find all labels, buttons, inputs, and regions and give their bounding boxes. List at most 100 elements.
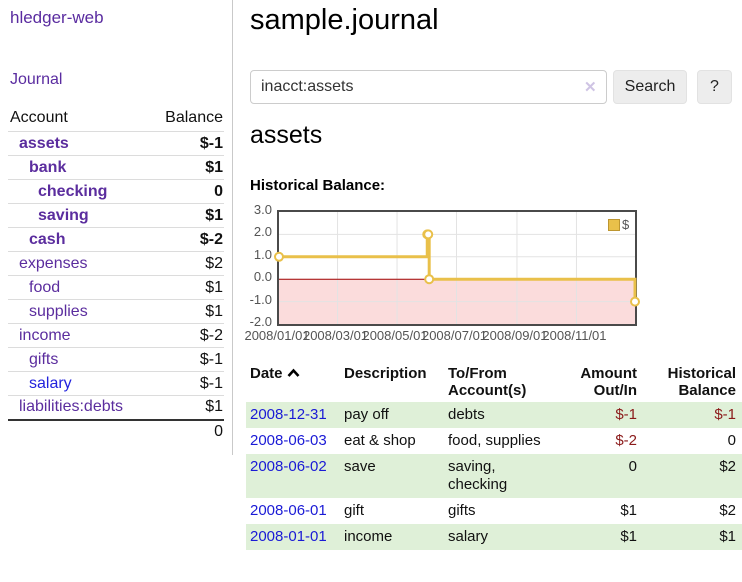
sort-ascending-icon (287, 365, 300, 382)
account-row-supplies: supplies $1 (8, 300, 224, 324)
x-tick-label: 2008/11/01 (542, 328, 606, 343)
transaction-balance: $1 (643, 524, 742, 550)
transaction-balance: $-1 (643, 402, 742, 428)
x-tick-label: 2008/03/01 (303, 328, 368, 343)
account-link-expenses[interactable]: expenses (19, 255, 88, 272)
transaction-date-link[interactable]: 2008-12-31 (250, 406, 327, 423)
search-form: ✕ Search ? (250, 70, 732, 104)
register-row: 2008-06-01 gift gifts $1 $2 (246, 498, 742, 524)
x-tick-label: 2008/07/01 (422, 328, 487, 343)
accounts-balance-table: Account Balance assets $-1 bank $1 check… (8, 106, 224, 444)
transaction-accounts: food, supplies (444, 428, 553, 454)
transaction-accounts: gifts (444, 498, 553, 524)
chart-plot-area (277, 210, 637, 326)
account-link-gifts[interactable]: gifts (29, 351, 58, 368)
y-tick-label: 0.0 (242, 270, 272, 284)
account-link-food[interactable]: food (29, 279, 60, 296)
sidebar-item-journal[interactable]: Journal (10, 71, 62, 89)
chart-canvas (279, 212, 635, 324)
transaction-date-link[interactable]: 2008-01-01 (250, 528, 327, 545)
transaction-description: income (340, 524, 444, 550)
transaction-amount: $-1 (553, 402, 643, 428)
help-button[interactable]: ? (697, 70, 732, 104)
account-balance: $1 (149, 300, 224, 324)
account-row-liabilities-debts: liabilities:debts $1 (8, 396, 224, 420)
account-link-income[interactable]: income (19, 327, 71, 344)
clear-search-icon[interactable]: ✕ (584, 78, 597, 96)
account-row-bank: bank $1 (8, 156, 224, 180)
transaction-amount: 0 (553, 454, 643, 498)
historical-balance-chart: 3.02.01.00.0-1.0-2.0 $ 2008/01/012008/03… (242, 203, 737, 345)
account-link-saving[interactable]: saving (38, 207, 89, 224)
transaction-balance: 0 (643, 428, 742, 454)
transaction-accounts: salary (444, 524, 553, 550)
transaction-description: gift (340, 498, 444, 524)
date-column-header[interactable]: Date (246, 362, 340, 402)
account-balance: $1 (149, 276, 224, 300)
account-balance: 0 (149, 180, 224, 204)
account-balance: $-2 (149, 324, 224, 348)
register-row: 2008-06-03 eat & shop food, supplies $-2… (246, 428, 742, 454)
legend-label: $ (622, 217, 629, 232)
transaction-balance: $2 (643, 498, 742, 524)
y-tick-label: 2.0 (242, 225, 272, 239)
account-balance: $1 (149, 396, 224, 420)
y-tick-label: 3.0 (242, 203, 272, 217)
main-content: sample.journal ✕ Search ? assets Histori… (233, 0, 742, 582)
balance-column-header: Historical Balance (643, 362, 742, 402)
transaction-amount: $1 (553, 524, 643, 550)
account-link-bank[interactable]: bank (29, 159, 66, 176)
account-balance: $1 (149, 156, 224, 180)
legend-swatch-icon (608, 219, 620, 231)
register-row: 2008-06-02 save saving, checking 0 $2 (246, 454, 742, 498)
transaction-date-link[interactable]: 2008-06-01 (250, 502, 327, 519)
account-balance: $1 (149, 204, 224, 228)
account-row-salary: salary $-1 (8, 372, 224, 396)
sidebar: hledger-web Journal Account Balance asse… (0, 0, 233, 455)
accounts-total-row: 0 (8, 420, 224, 444)
transaction-date-link[interactable]: 2008-06-02 (250, 458, 327, 475)
account-row-checking: checking 0 (8, 180, 224, 204)
account-link-liabilities-debts[interactable]: liabilities:debts (19, 398, 123, 415)
accounts-table-header: Account Balance (8, 106, 224, 132)
account-link-assets[interactable]: assets (19, 135, 69, 152)
page-title: sample.journal (250, 4, 439, 37)
account-row-cash: cash $-2 (8, 228, 224, 252)
transaction-amount: $-2 (553, 428, 643, 454)
chart-title: Historical Balance: (250, 177, 385, 194)
description-column-header: Description (340, 362, 444, 402)
account-row-assets: assets $-1 (8, 132, 224, 156)
account-link-cash[interactable]: cash (29, 231, 65, 248)
transaction-accounts: saving, checking (444, 454, 553, 498)
accounts-total-value: 0 (149, 420, 224, 444)
account-row-saving: saving $1 (8, 204, 224, 228)
transaction-amount: $1 (553, 498, 643, 524)
x-tick-label: 2008/01/01 (244, 328, 309, 343)
transaction-balance: $2 (643, 454, 742, 498)
account-row-food: food $1 (8, 276, 224, 300)
search-button[interactable]: Search (613, 70, 687, 104)
search-input[interactable] (250, 70, 607, 104)
account-link-supplies[interactable]: supplies (29, 303, 88, 320)
amount-column-header: Amount Out/In (553, 362, 643, 402)
transaction-date-link[interactable]: 2008-06-03 (250, 432, 327, 449)
app-brand-link[interactable]: hledger-web (10, 8, 104, 28)
account-balance: $-1 (149, 132, 224, 156)
y-tick-label: -2.0 (242, 315, 272, 329)
account-column-header: Account (8, 106, 149, 132)
account-link-checking[interactable]: checking (38, 183, 107, 200)
account-row-gifts: gifts $-1 (8, 348, 224, 372)
account-row-income: income $-2 (8, 324, 224, 348)
transaction-description: save (340, 454, 444, 498)
account-balance: $2 (149, 252, 224, 276)
data-point-marker (631, 298, 639, 306)
account-link-salary[interactable]: salary (29, 375, 72, 392)
y-tick-label: -1.0 (242, 293, 272, 307)
data-point-marker (275, 253, 283, 261)
register-row: 2008-12-31 pay off debts $-1 $-1 (246, 402, 742, 428)
account-heading: assets (250, 121, 322, 150)
account-balance: $-2 (149, 228, 224, 252)
account-balance: $-1 (149, 348, 224, 372)
account-row-expenses: expenses $2 (8, 252, 224, 276)
transaction-description: eat & shop (340, 428, 444, 454)
